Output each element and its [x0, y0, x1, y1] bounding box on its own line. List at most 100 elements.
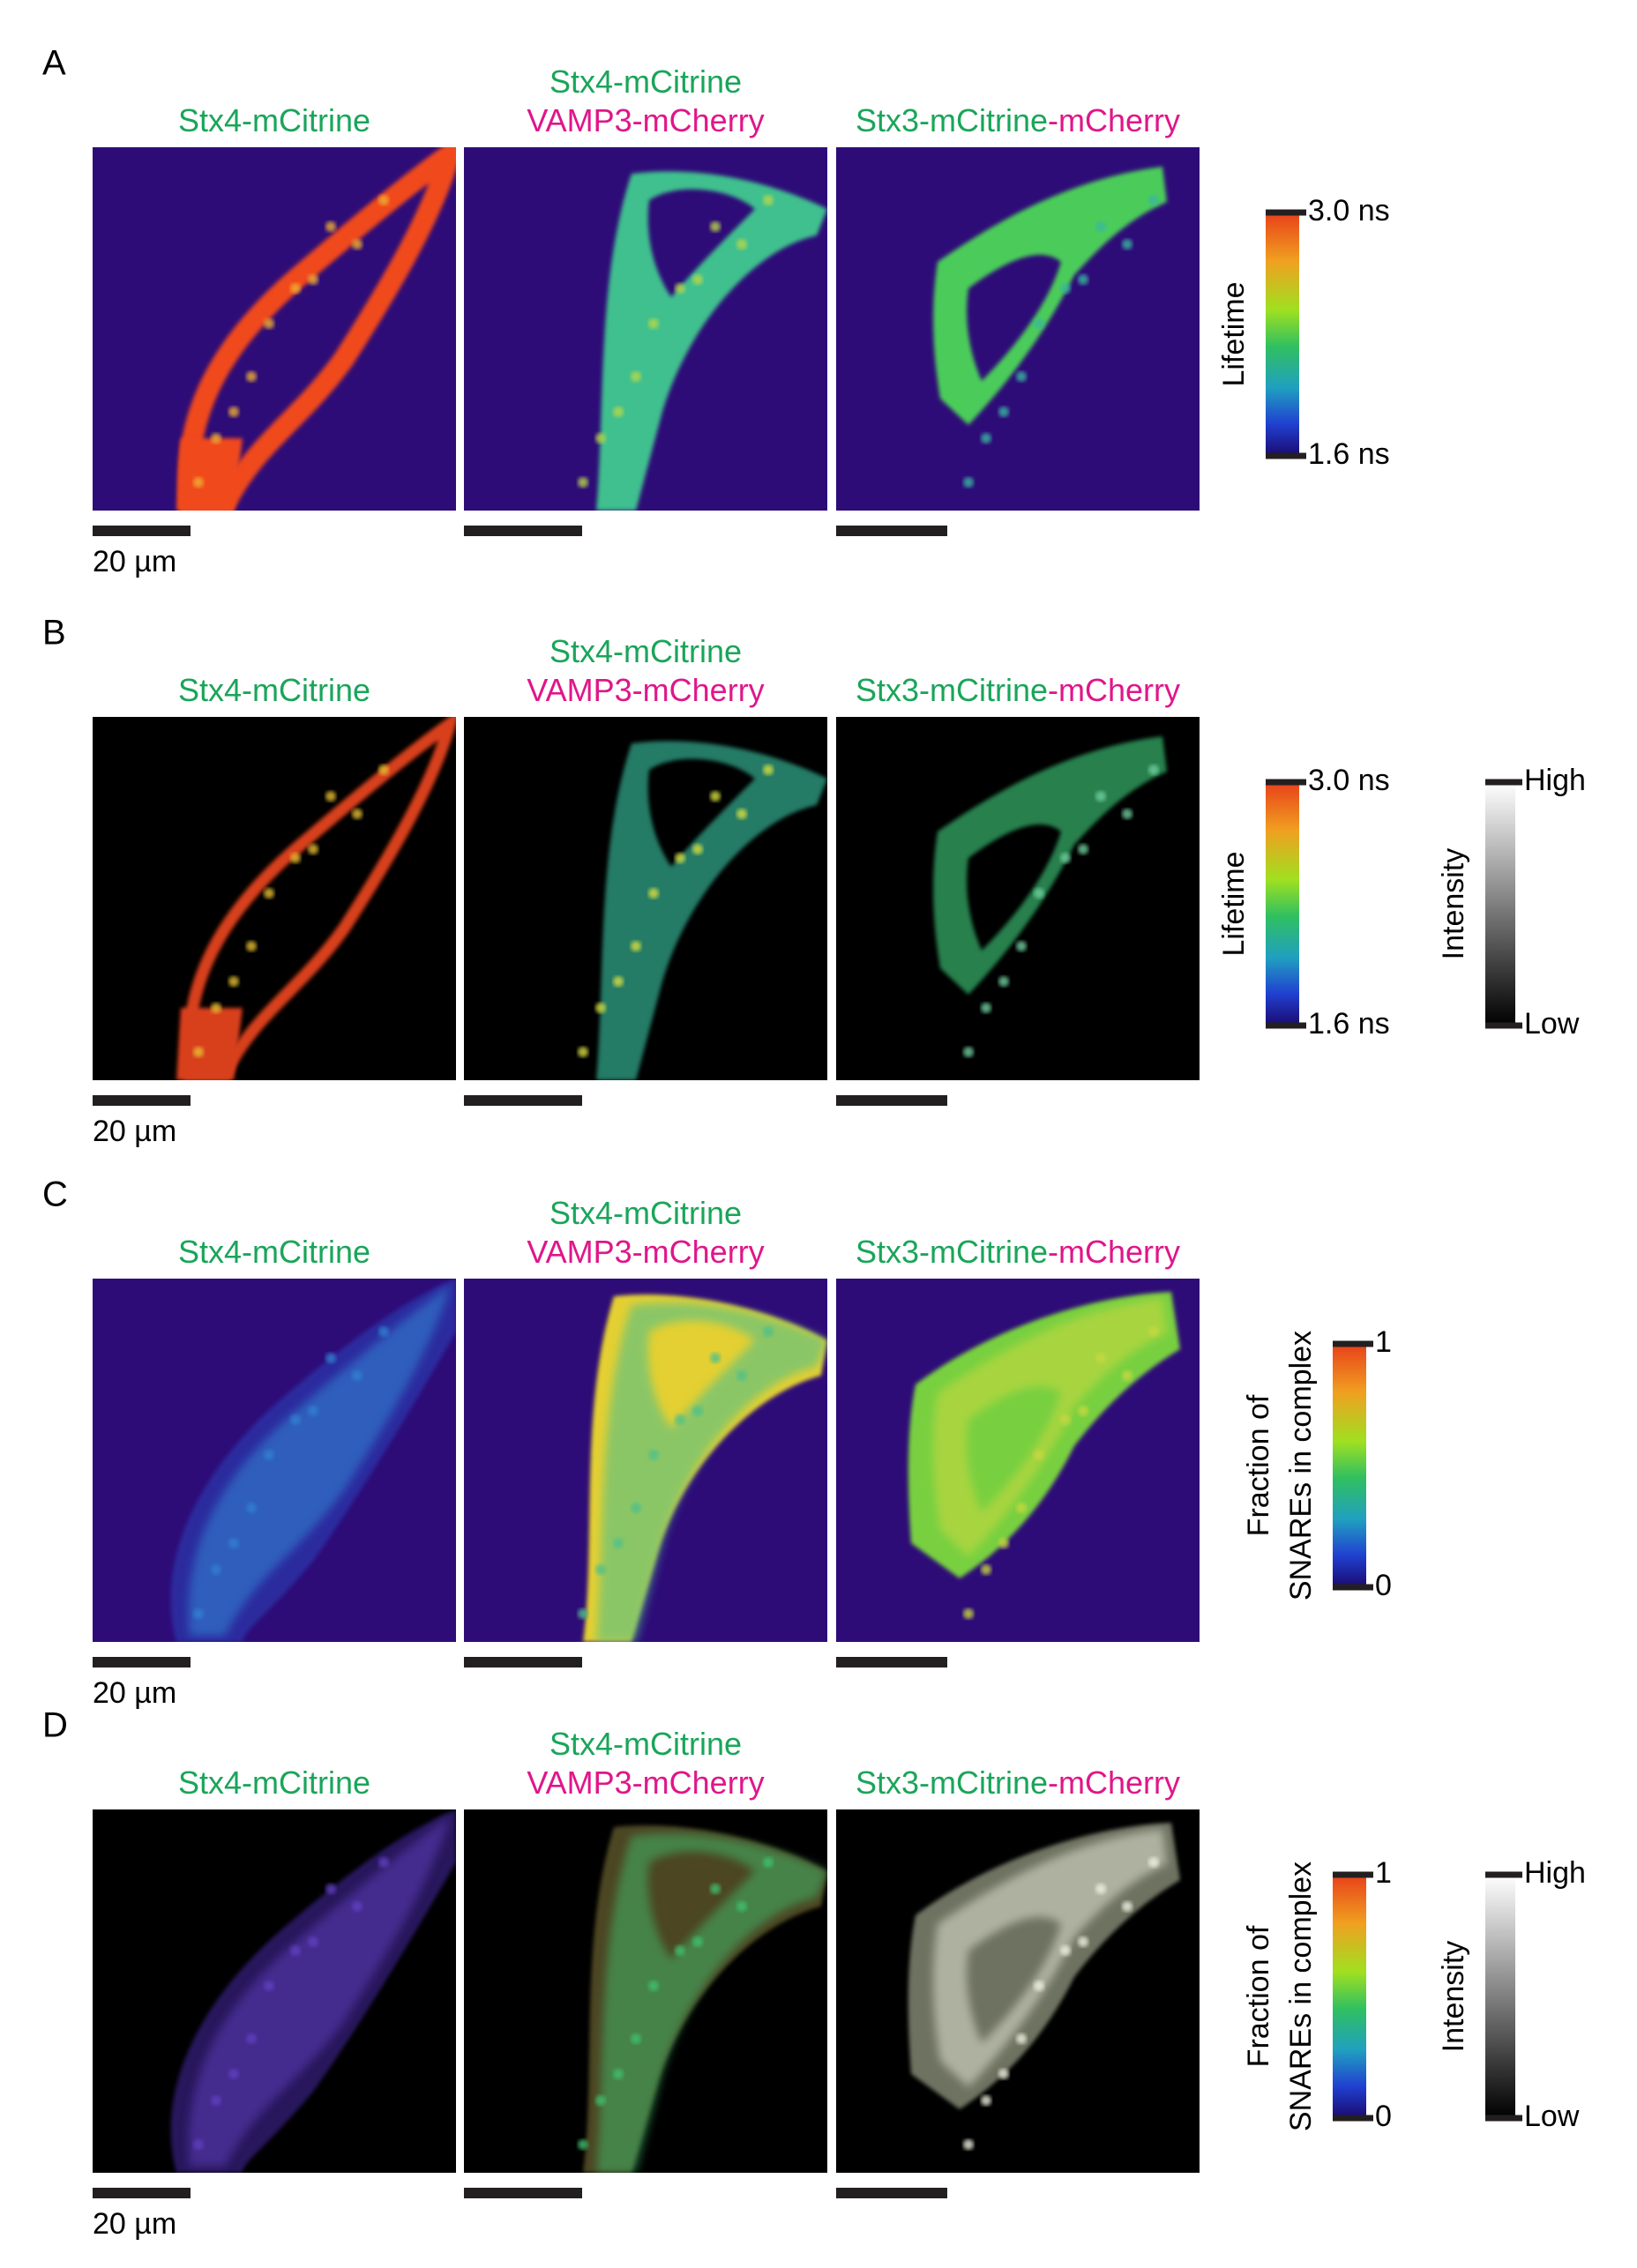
panel-row: DStx4-mCitrineStx4-mCitrineVAMP3-mCherry… [42, 1706, 1586, 2241]
micrograph [464, 1809, 827, 2173]
vesicle [211, 2095, 221, 2106]
cell-body [596, 171, 827, 511]
vesicle [1095, 1353, 1106, 1363]
title-segment: VAMP3-mCherry [527, 672, 764, 708]
vesicle [193, 1047, 204, 1057]
vesicle [1148, 1326, 1159, 1337]
colorbar-bottom-label: 1.6 ns [1308, 1007, 1390, 1041]
cell [170, 1809, 456, 2173]
vesicle [1016, 2033, 1027, 2044]
colorbar [1485, 782, 1515, 1026]
vesicle [211, 1003, 221, 1013]
vesicle [763, 1857, 774, 1868]
cell [578, 1825, 827, 2173]
panel-title: Stx4-mCitrine [549, 633, 742, 669]
vesicle [193, 1608, 204, 1619]
vesicle [1148, 195, 1159, 205]
vesicle [763, 195, 774, 205]
vesicle [648, 1981, 659, 1991]
vesicle [710, 1884, 721, 1894]
vesicle [290, 1945, 301, 1956]
colorbar [1266, 782, 1299, 1026]
scale-label: 20 µm [93, 1676, 176, 1710]
vesicle [736, 809, 747, 819]
vesicle [648, 318, 659, 329]
cell [933, 736, 1167, 1057]
micrograph [836, 147, 1200, 511]
panel-row: CStx4-mCitrineStx4-mCitrineVAMP3-mCherry… [42, 1175, 1392, 1710]
vesicle [736, 239, 747, 250]
cell-body [933, 167, 1167, 425]
vesicle [692, 844, 703, 854]
cell-outline [177, 147, 456, 511]
vesicle [1060, 1414, 1071, 1425]
vesicle [648, 1450, 659, 1460]
colorbar-title: Intensity [1437, 1941, 1470, 2053]
vesicle [998, 2069, 1009, 2079]
vesicle [631, 2033, 641, 2044]
vesicle [1095, 791, 1106, 802]
panel-label: B [42, 614, 66, 653]
micrograph [93, 147, 456, 511]
micrograph [836, 1279, 1200, 1642]
cell-inner [188, 1286, 451, 1636]
colorbar-top-label: 3.0 ns [1308, 194, 1390, 228]
vesicle [1148, 1857, 1159, 1868]
vesicle [228, 1538, 239, 1548]
vesicle [290, 1414, 301, 1425]
colorbar-title: Lifetime [1217, 281, 1251, 386]
colorbar-title: Intensity [1437, 848, 1470, 960]
colorbar-title: SNAREs in complex [1284, 1861, 1318, 2131]
panel-title: Stx4-mCitrine [178, 1234, 370, 1270]
vesicle [1034, 888, 1044, 899]
vesicle [631, 941, 641, 951]
vesicle [595, 2095, 606, 2106]
vesicle [352, 1901, 363, 1912]
vesicle [290, 283, 301, 294]
vesicle [1016, 371, 1027, 382]
panel-title: Stx4-mCitrine [178, 672, 370, 708]
panel-title: Stx3-mCitrine-mCherry [856, 672, 1180, 708]
colorbar-top-label: High [1524, 1856, 1586, 1890]
vesicle [246, 941, 257, 951]
vesicle [1148, 765, 1159, 775]
title-segment: Stx4-mCitrine [178, 1234, 370, 1270]
cell-inner [933, 1298, 1167, 1556]
vesicle [1034, 318, 1044, 329]
colorbar [1266, 213, 1299, 456]
vesicle [613, 407, 624, 417]
scale-label: 20 µm [93, 2207, 176, 2241]
cell-body [933, 736, 1167, 995]
vesicle [710, 221, 721, 232]
micrograph [93, 1279, 456, 1642]
vesicle [963, 477, 974, 488]
vesicle [595, 433, 606, 444]
cell-inner [596, 1302, 827, 1642]
cell [578, 741, 827, 1080]
vesicle [1060, 1945, 1071, 1956]
panel-title: VAMP3-mCherry [527, 672, 764, 708]
panel-title: VAMP3-mCherry [527, 1234, 764, 1270]
vesicle [228, 976, 239, 987]
cell [170, 1279, 456, 1642]
cell [578, 1294, 827, 1642]
cell-inner [933, 1829, 1167, 2087]
vesicle [1095, 1884, 1106, 1894]
vesicle [1034, 1450, 1044, 1460]
cell-inner [596, 1833, 827, 2173]
vesicle [325, 1353, 336, 1363]
colorbar-title: Lifetime [1217, 851, 1251, 956]
panel-title: VAMP3-mCherry [527, 1764, 764, 1801]
vesicle [998, 407, 1009, 417]
vesicle [736, 1901, 747, 1912]
vesicle [246, 371, 257, 382]
vesicle [264, 1450, 274, 1460]
colorbar-top-label: 3.0 ns [1308, 764, 1390, 797]
vesicle [963, 1047, 974, 1057]
vesicle [595, 1564, 606, 1575]
colorbar-title: SNAREs in complex [1284, 1331, 1318, 1600]
vesicle [1122, 1370, 1132, 1381]
panel-title: Stx4-mCitrine [178, 1764, 370, 1801]
vesicle [763, 1326, 774, 1337]
vesicle [736, 1370, 747, 1381]
